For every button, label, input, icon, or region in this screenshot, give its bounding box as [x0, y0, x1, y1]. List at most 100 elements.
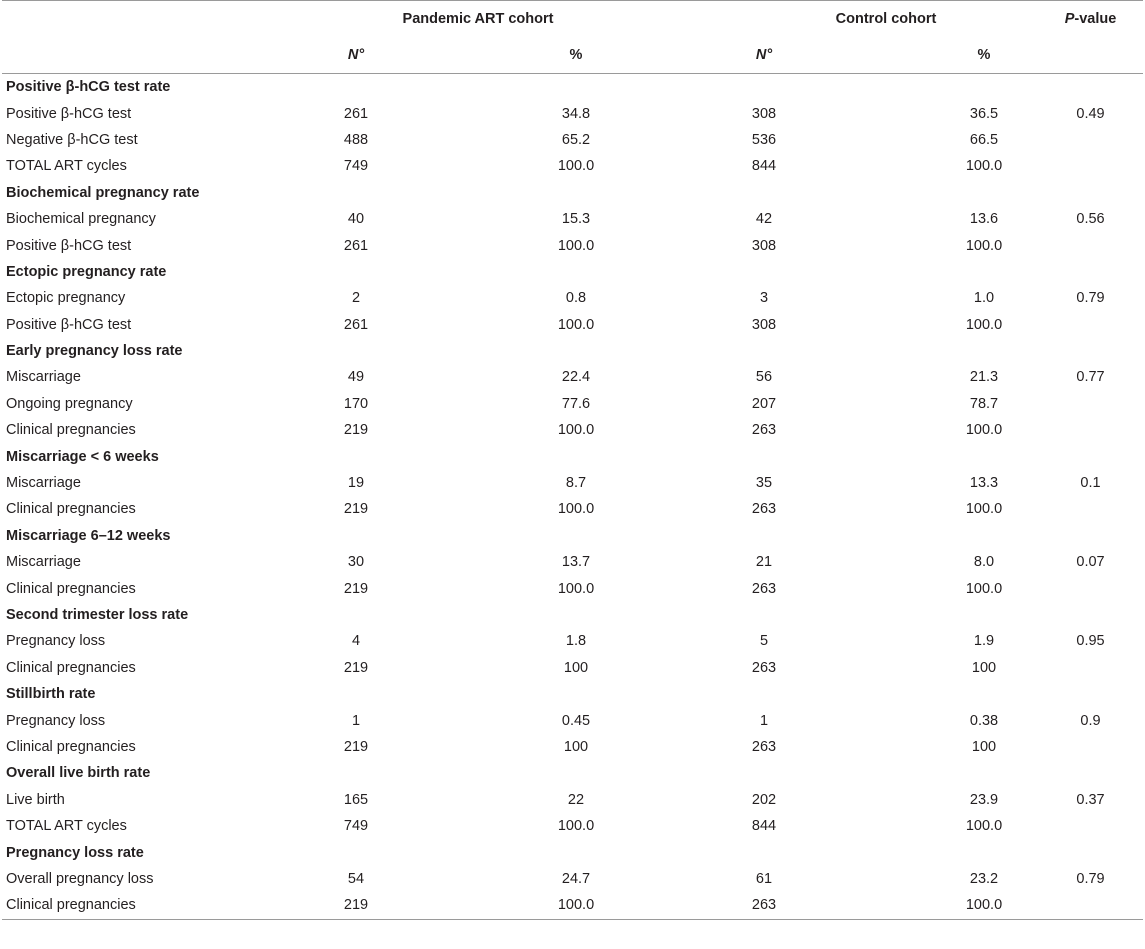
section-header-row: Early pregnancy loss rate [2, 338, 1143, 364]
row-label: Positive β-hCG test [6, 105, 132, 122]
control-pct-cell: 13.6 [969, 211, 999, 228]
pandemic-n-cell: 488 [343, 131, 369, 148]
outcomes-table: Pandemic ART cohort Control cohort P-val… [2, 0, 1143, 920]
control-n-cell: 3 [759, 290, 769, 307]
pandemic-pct-cell: 24.7 [561, 870, 591, 887]
pandemic-n-cell: 219 [343, 659, 369, 676]
pandemic-n-cell: 749 [343, 818, 369, 835]
table-row: TOTAL ART cycles 749 100.0 844 100.0 [2, 813, 1143, 839]
section-header-row: Pregnancy loss rate [2, 839, 1143, 865]
table-row: Miscarriage 19 8.7 35 13.3 0.1 [2, 470, 1143, 496]
group-header-pandemic: Pandemic ART cohort [402, 11, 554, 27]
section-header-row: Biochemical pregnancy rate [2, 180, 1143, 206]
pandemic-n-cell: 19 [347, 475, 365, 492]
section-title: Early pregnancy loss rate [6, 343, 183, 360]
control-n-cell: 1 [759, 712, 769, 729]
section-title: Positive β-hCG test rate [6, 79, 171, 96]
pvalue-cell: 0.56 [1076, 211, 1105, 228]
pvalue-cell: 0.95 [1076, 633, 1105, 650]
table-body: Positive β-hCG test rate Positive β-hCG t… [2, 74, 1143, 919]
pandemic-n-cell: 165 [343, 791, 369, 808]
pandemic-pct-cell: 34.8 [561, 105, 591, 122]
control-pct-cell: 21.3 [969, 369, 999, 386]
row-label: Clinical pregnancies [6, 501, 136, 518]
pvalue-cell: 0.79 [1076, 290, 1105, 307]
pvalue-cell [1038, 892, 1143, 918]
control-pct-cell: 100.0 [965, 501, 1003, 518]
section-title: Miscarriage 6–12 weeks [6, 527, 171, 544]
row-label: TOTAL ART cycles [6, 158, 127, 175]
section-title: Pregnancy loss rate [6, 844, 144, 861]
table-row: Pregnancy loss 4 1.8 5 1.9 0.95 [2, 628, 1143, 654]
subheader-n-pandemic: N° [326, 37, 386, 74]
table-row: Overall pregnancy loss 54 24.7 61 23.2 0.79 [2, 866, 1143, 892]
table-row: Pregnancy loss 1 0.45 1 0.38 0.9 [2, 707, 1143, 733]
control-n-cell: 56 [755, 369, 773, 386]
control-n-cell: 5 [759, 633, 769, 650]
table-row: Ectopic pregnancy 2 0.8 3 1.0 0.79 [2, 285, 1143, 311]
row-label: Clinical pregnancies [6, 897, 136, 914]
table-row: Negative β-hCG test 488 65.2 536 66.5 [2, 127, 1143, 153]
pandemic-n-cell: 30 [347, 554, 365, 571]
pandemic-n-cell: 4 [351, 633, 361, 650]
pandemic-n-cell: 219 [343, 897, 369, 914]
pvalue-cell [1038, 813, 1143, 839]
control-n-cell: 61 [755, 870, 773, 887]
pandemic-pct-cell: 100.0 [557, 237, 595, 254]
section-header-row: Miscarriage < 6 weeks [2, 443, 1143, 469]
pvalue-cell [1038, 232, 1143, 258]
section-header-row: Positive β-hCG test rate [2, 74, 1143, 100]
row-label: Positive β-hCG test [6, 237, 132, 254]
section-header-row: Overall live birth rate [2, 760, 1143, 786]
control-pct-cell: 8.0 [973, 554, 995, 571]
pvalue-header: P-value [1038, 1, 1143, 37]
pandemic-n-cell: 261 [343, 237, 369, 254]
control-n-cell: 308 [751, 316, 777, 333]
group-header-control: Control cohort [835, 11, 937, 27]
control-n-cell: 263 [751, 580, 777, 597]
pandemic-pct-cell: 0.45 [561, 712, 591, 729]
pvalue-cell [1038, 734, 1143, 760]
pvalue-cell [1038, 417, 1143, 443]
control-n-cell: 308 [751, 237, 777, 254]
pvalue-cell: 0.49 [1076, 105, 1105, 122]
table-row: Clinical pregnancies 219 100 263 100 [2, 655, 1143, 681]
control-n-cell: 844 [751, 818, 777, 835]
control-n-cell: 263 [751, 897, 777, 914]
control-pct-cell: 23.9 [969, 791, 999, 808]
row-label: Pregnancy loss [6, 633, 106, 650]
section-header-row: Stillbirth rate [2, 681, 1143, 707]
pvalue-cell [1038, 655, 1143, 681]
pvalue-header-italic: P [1064, 11, 1075, 27]
control-n-cell: 263 [751, 501, 777, 518]
pandemic-pct-cell: 15.3 [561, 211, 591, 228]
section-header-row: Ectopic pregnancy rate [2, 259, 1143, 285]
control-pct-cell: 100.0 [965, 580, 1003, 597]
table-row: Positive β-hCG test 261 100.0 308 100.0 [2, 312, 1143, 338]
pvalue-cell: 0.37 [1076, 791, 1105, 808]
pvalue-cell [1038, 575, 1143, 601]
section-title: Stillbirth rate [6, 686, 96, 703]
table-row: Clinical pregnancies 219 100.0 263 100.0 [2, 417, 1143, 443]
pvalue-cell [1038, 153, 1143, 179]
control-pct-cell: 100.0 [965, 897, 1003, 914]
row-label: Miscarriage [6, 554, 81, 571]
table-row: Biochemical pregnancy 40 15.3 42 13.6 0.56 [2, 206, 1143, 232]
pandemic-n-cell: 1 [351, 712, 361, 729]
section-title: Second trimester loss rate [6, 607, 189, 623]
pvalue-cell: 0.07 [1076, 554, 1105, 571]
row-label: Pregnancy loss [6, 712, 106, 729]
table-row: Positive β-hCG test 261 34.8 308 36.5 0.49 [2, 100, 1143, 126]
row-label: Live birth [6, 791, 65, 808]
pvalue-cell: 0.9 [1080, 712, 1101, 729]
control-n-cell: 263 [751, 659, 777, 676]
pandemic-pct-cell: 77.6 [561, 395, 591, 412]
row-label: Clinical pregnancies [6, 580, 136, 597]
control-n-cell: 536 [751, 131, 777, 148]
row-label: Positive β-hCG test [6, 316, 132, 333]
section-title: Overall live birth rate [6, 765, 151, 782]
row-label: Ectopic pregnancy [6, 290, 126, 307]
table-row: Clinical pregnancies 219 100 263 100 [2, 734, 1143, 760]
pandemic-pct-cell: 100.0 [557, 316, 595, 333]
section-header-row: Second trimester loss rate [2, 602, 1143, 628]
